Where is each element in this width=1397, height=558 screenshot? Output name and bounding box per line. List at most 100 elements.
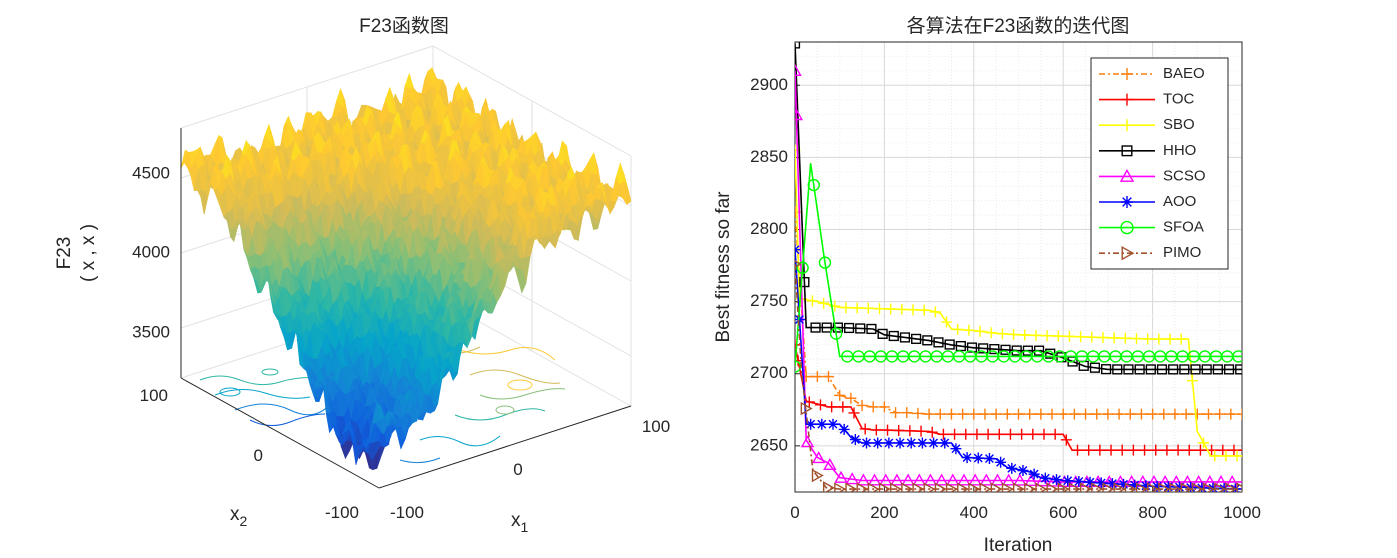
series-aoo-marker — [872, 437, 884, 449]
series-sbo-marker — [851, 302, 863, 314]
legend-hho-marker — [1121, 145, 1133, 157]
series-pimo-marker — [867, 482, 880, 492]
series-pimo-marker — [822, 481, 836, 492]
series-scso-marker — [834, 470, 848, 483]
series-hho-marker — [978, 343, 989, 354]
series-aoo-marker — [883, 437, 895, 449]
series-scso-marker — [957, 473, 971, 486]
x1-tick-label: 0 — [513, 460, 522, 479]
series-sbo-marker — [1220, 450, 1232, 462]
series-pimo-marker — [1225, 482, 1238, 492]
x1-tick-label: 100 — [642, 417, 670, 436]
series-baeo-marker — [901, 407, 913, 419]
series-toc-marker — [1038, 428, 1050, 440]
series-sbo-marker — [873, 303, 885, 315]
series-hho-marker — [1134, 364, 1145, 375]
series-aoo-marker — [1118, 478, 1130, 490]
series-sbo-marker — [1175, 333, 1187, 345]
series-sbo-marker — [1153, 333, 1165, 345]
x-tick-label: 400 — [960, 503, 988, 522]
series-aoo-marker — [1185, 481, 1197, 492]
series-pimo-marker — [1158, 482, 1171, 492]
series-pimo-marker — [845, 482, 858, 492]
convergence-ticks: 0 200 400 600 800 1000 2650 2700 2750 2800 2850 290… — [750, 75, 1261, 522]
series-sbo-marker — [1075, 331, 1087, 343]
series-scso-marker — [879, 473, 893, 486]
series-aoo-marker — [827, 418, 839, 430]
series-baeo-marker — [1113, 408, 1125, 420]
series-toc-marker — [1172, 444, 1184, 456]
convergence-plot: 各算法在F23函数的迭代图 0 200 400 600 800 1000 2650 2700 2… — [713, 15, 1261, 556]
series-scso-marker — [867, 473, 882, 486]
series-sbo-marker — [896, 303, 908, 315]
legend-item-hho: HHO — [1099, 142, 1196, 159]
series-aoo-marker — [1073, 475, 1085, 487]
series-aoo-marker — [816, 418, 828, 430]
series-sbo-marker — [885, 303, 897, 315]
surface-mesh — [180, 67, 632, 471]
legend-label: BAEO — [1163, 65, 1205, 82]
series-pimo-marker — [990, 482, 1003, 492]
series-aoo-marker — [1084, 476, 1096, 488]
series-baeo-marker — [1035, 408, 1047, 420]
series-baeo-marker — [990, 408, 1002, 420]
series-baeo-marker — [1046, 408, 1058, 420]
series-hho-marker — [899, 332, 911, 343]
series-toc-marker — [795, 339, 801, 351]
series-hho-marker — [1123, 364, 1134, 375]
series-scso-marker — [912, 473, 926, 486]
series-hho-marker — [1033, 345, 1045, 356]
series-scso-marker — [923, 473, 938, 486]
series-baeo-marker — [834, 389, 846, 401]
series-scso-marker — [812, 451, 826, 464]
series-sbo-marker — [806, 295, 818, 307]
x-tick-label: 200 — [870, 503, 898, 522]
x-tick-label: 800 — [1138, 503, 1166, 522]
series-baeo-marker — [823, 371, 835, 383]
series-baeo-marker — [1102, 408, 1114, 420]
series-hho-marker — [1235, 364, 1242, 375]
series-pimo-marker — [1080, 482, 1093, 492]
series-baeo-marker — [856, 399, 868, 411]
series-baeo-marker — [811, 371, 823, 383]
series-baeo-marker — [845, 392, 857, 404]
series-hho-marker — [1101, 364, 1112, 375]
convergence-series — [795, 42, 1242, 492]
series-scso-marker — [795, 108, 804, 121]
surface-title: F23函数图 — [359, 15, 449, 37]
series-aoo-marker — [961, 452, 973, 464]
series-sbo-marker — [974, 325, 986, 337]
series-aoo-marker — [1196, 482, 1208, 492]
series-aoo-marker — [1162, 481, 1174, 492]
series-baeo-marker — [1013, 408, 1024, 420]
x2-tick-label: 0 — [254, 446, 263, 465]
series-pimo-marker — [1124, 482, 1137, 492]
series-sbo-marker — [929, 306, 941, 318]
legend: BAEO TOC SBO HHO SCSO AOO SFOA PIMO — [1090, 57, 1229, 270]
series-aoo-marker — [795, 314, 805, 325]
series-aoo-marker — [795, 244, 801, 256]
series-scso-marker — [990, 473, 1005, 486]
series-sbo-marker — [996, 328, 1008, 340]
series-sbo-marker — [985, 327, 997, 339]
series-pimo-marker — [1057, 482, 1070, 492]
series-toc-marker — [1183, 444, 1195, 456]
series-hho-marker — [922, 335, 933, 346]
series-aoo-marker — [983, 453, 995, 465]
series-baeo-marker — [1024, 408, 1036, 420]
series-toc-marker — [1027, 428, 1039, 440]
series-aoo-marker — [950, 443, 962, 455]
y-tick-label: 2650 — [750, 435, 788, 454]
series-pimo-marker — [1046, 482, 1059, 492]
series-toc-marker — [1060, 434, 1072, 446]
series-aoo-marker — [894, 437, 906, 449]
series-sbo-marker — [1164, 333, 1176, 345]
series-baeo-marker — [1225, 408, 1237, 420]
series-hho-marker — [1190, 364, 1201, 375]
series-hho — [795, 42, 1242, 375]
series-hho-marker — [1201, 364, 1212, 375]
series-toc-marker — [904, 425, 916, 437]
legend-item-scso: SCSO — [1099, 167, 1206, 184]
series-toc-marker — [982, 428, 994, 440]
